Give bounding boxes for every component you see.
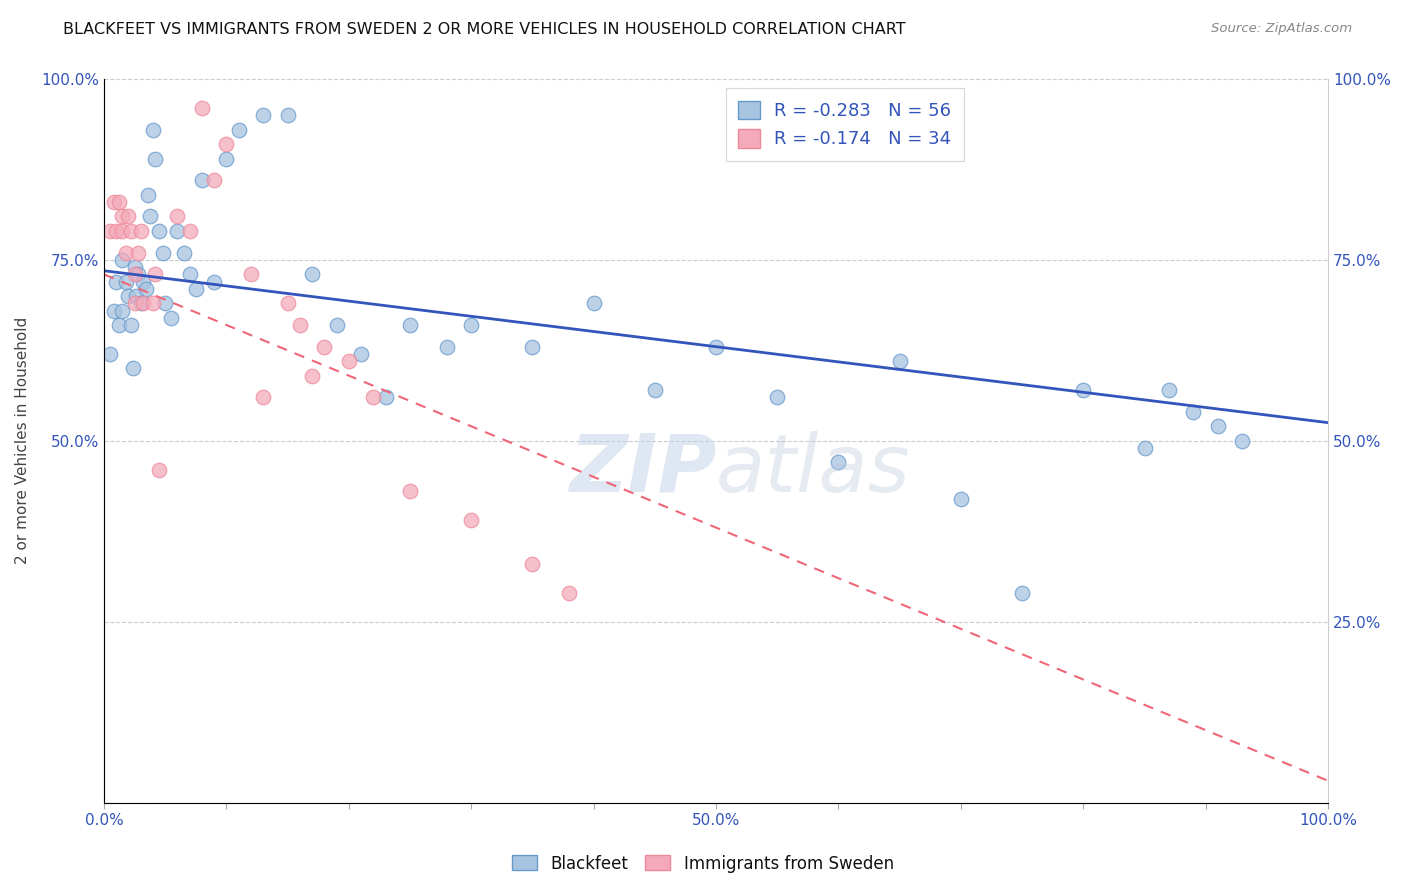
- Point: [460, 318, 482, 332]
- Point: [98, 347, 121, 361]
- Point: [105, 275, 128, 289]
- Point: [1182, 405, 1205, 419]
- Point: [124, 296, 146, 310]
- Point: [111, 303, 134, 318]
- Point: [132, 275, 155, 289]
- Point: [766, 390, 789, 404]
- Point: [129, 296, 152, 310]
- Point: [252, 390, 274, 404]
- Point: [122, 361, 145, 376]
- Point: [148, 463, 170, 477]
- Point: [277, 296, 299, 310]
- Point: [252, 108, 274, 122]
- Point: [522, 557, 544, 571]
- Point: [191, 173, 214, 187]
- Point: [1011, 585, 1033, 599]
- Point: [184, 282, 207, 296]
- Point: [644, 383, 666, 397]
- Point: [103, 194, 125, 209]
- Point: [132, 296, 155, 310]
- Point: [374, 390, 396, 404]
- Point: [337, 354, 360, 368]
- Point: [148, 224, 170, 238]
- Point: [325, 318, 347, 332]
- Point: [173, 245, 195, 260]
- Point: [399, 484, 422, 499]
- Point: [288, 318, 311, 332]
- Point: [127, 245, 149, 260]
- Text: Source: ZipAtlas.com: Source: ZipAtlas.com: [1212, 22, 1353, 36]
- Legend: Blackfeet, Immigrants from Sweden: Blackfeet, Immigrants from Sweden: [506, 848, 900, 880]
- Point: [142, 296, 165, 310]
- Point: [1071, 383, 1094, 397]
- Point: [191, 101, 214, 115]
- Point: [117, 210, 139, 224]
- Point: [1157, 383, 1180, 397]
- Legend: R = -0.283   N = 56, R = -0.174   N = 34: R = -0.283 N = 56, R = -0.174 N = 34: [725, 88, 965, 161]
- Point: [160, 310, 183, 325]
- Point: [949, 491, 972, 506]
- Point: [125, 289, 148, 303]
- Point: [1232, 434, 1254, 448]
- Point: [202, 173, 225, 187]
- Point: [436, 340, 458, 354]
- Point: [115, 275, 138, 289]
- Point: [105, 224, 128, 238]
- Point: [827, 455, 849, 469]
- Point: [107, 318, 129, 332]
- Point: [152, 245, 174, 260]
- Point: [115, 245, 138, 260]
- Point: [301, 268, 323, 282]
- Point: [139, 210, 162, 224]
- Text: atlas: atlas: [716, 431, 911, 508]
- Point: [142, 122, 165, 136]
- Point: [127, 268, 149, 282]
- Point: [136, 187, 159, 202]
- Point: [179, 224, 201, 238]
- Point: [558, 585, 581, 599]
- Text: BLACKFEET VS IMMIGRANTS FROM SWEDEN 2 OR MORE VEHICLES IN HOUSEHOLD CORRELATION : BLACKFEET VS IMMIGRANTS FROM SWEDEN 2 OR…: [63, 22, 905, 37]
- Point: [202, 275, 225, 289]
- Point: [314, 340, 336, 354]
- Point: [582, 296, 605, 310]
- Point: [124, 260, 146, 274]
- Point: [129, 224, 152, 238]
- Point: [460, 513, 482, 527]
- Point: [522, 340, 544, 354]
- Point: [117, 289, 139, 303]
- Point: [215, 137, 238, 152]
- Point: [399, 318, 422, 332]
- Point: [153, 296, 176, 310]
- Point: [350, 347, 373, 361]
- Point: [277, 108, 299, 122]
- Point: [145, 152, 167, 166]
- Point: [111, 210, 134, 224]
- Point: [179, 268, 201, 282]
- Point: [239, 268, 262, 282]
- Point: [704, 340, 727, 354]
- Point: [111, 224, 134, 238]
- Point: [120, 224, 142, 238]
- Point: [166, 224, 188, 238]
- Point: [1133, 441, 1156, 455]
- Point: [301, 368, 323, 383]
- Point: [124, 268, 146, 282]
- Point: [111, 252, 134, 267]
- Point: [889, 354, 911, 368]
- Point: [135, 282, 157, 296]
- Y-axis label: 2 or more Vehicles in Household: 2 or more Vehicles in Household: [15, 318, 30, 565]
- Point: [120, 318, 142, 332]
- Point: [1206, 419, 1229, 434]
- Point: [107, 194, 129, 209]
- Point: [103, 303, 125, 318]
- Point: [361, 390, 384, 404]
- Point: [145, 268, 167, 282]
- Point: [98, 224, 121, 238]
- Text: ZIP: ZIP: [568, 431, 716, 508]
- Point: [228, 122, 250, 136]
- Point: [215, 152, 238, 166]
- Point: [166, 210, 188, 224]
